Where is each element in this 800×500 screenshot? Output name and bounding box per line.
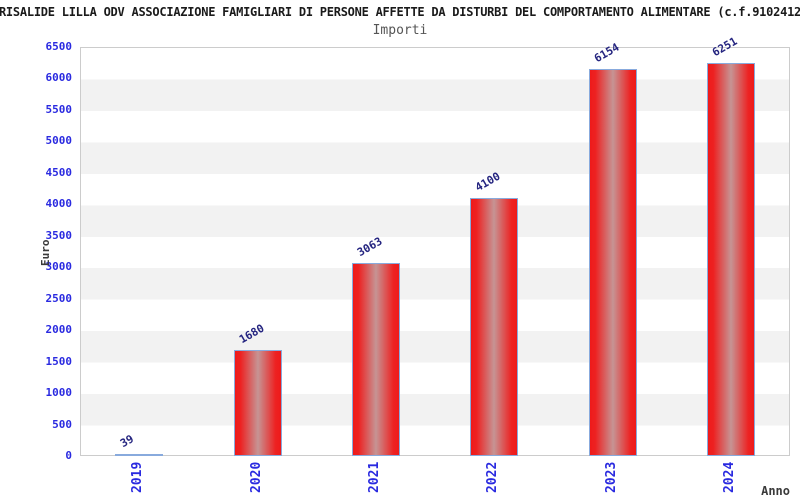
y-tick-label: 1000 <box>45 386 73 400</box>
bar-2019 <box>115 453 164 456</box>
bar-2023 <box>588 68 637 456</box>
y-tick-label: 6500 <box>45 40 73 53</box>
x-tick-label-2022: 2022 <box>485 461 501 493</box>
y-axis-title: Euro <box>39 239 52 267</box>
y-tick-label: 4500 <box>45 165 73 179</box>
y-tick-label: 500 <box>52 417 72 431</box>
plot-area <box>80 47 790 456</box>
chart-subtitle: Importi <box>372 23 428 38</box>
y-tick-label: 1500 <box>45 354 73 368</box>
bar-2024 <box>706 62 755 456</box>
chart-title: RISALIDE LILLA ODV ASSOCIAZIONE FAMIGLIA… <box>0 5 800 19</box>
x-tick-label-2019: 2019 <box>130 461 146 493</box>
y-tick-label: 5000 <box>45 134 73 148</box>
bar-2020 <box>233 350 282 456</box>
x-tick-label-2020: 2020 <box>248 461 264 493</box>
y-tick-label: 0 <box>65 449 72 462</box>
y-tick-label: 6000 <box>45 71 73 85</box>
y-tick-label: 3500 <box>45 228 73 242</box>
x-axis-title: Anno <box>761 484 790 498</box>
y-tick-label: 2500 <box>45 291 73 305</box>
x-tick-label-2024: 2024 <box>721 461 737 493</box>
x-tick-label-2023: 2023 <box>603 461 619 493</box>
bar-2022 <box>470 198 519 456</box>
x-tick-label-2021: 2021 <box>366 461 382 493</box>
y-tick-label: 4000 <box>45 197 73 211</box>
y-tick-label: 2000 <box>45 323 73 337</box>
y-tick-label: 3000 <box>45 260 73 274</box>
y-tick-label: 5500 <box>45 102 73 116</box>
bar-2021 <box>351 263 400 456</box>
